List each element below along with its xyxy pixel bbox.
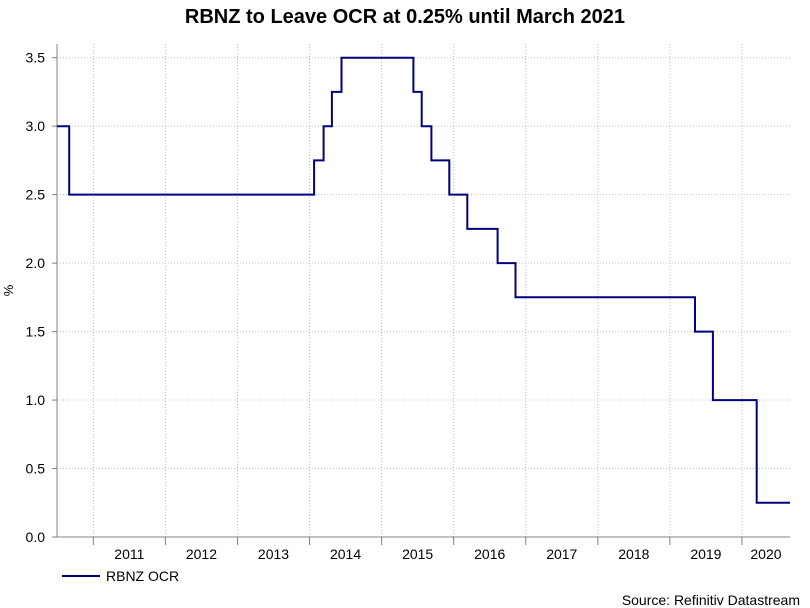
y-tick-label: 2.0	[26, 255, 46, 271]
series-line-rbnz-ocr	[57, 56, 790, 504]
y-tick-label: 3.5	[26, 50, 46, 66]
legend: RBNZ OCR	[62, 568, 179, 584]
x-tick-label: 2015	[402, 546, 433, 562]
y-axis-label: %	[1, 284, 16, 296]
legend-swatch	[62, 575, 100, 577]
x-tick-label: 2018	[618, 546, 649, 562]
x-tick-label: 2020	[750, 546, 781, 562]
y-tick-label: 3.0	[26, 118, 46, 134]
y-tick-label: 0.0	[26, 529, 46, 545]
chart-title: RBNZ to Leave OCR at 0.25% until March 2…	[184, 6, 626, 28]
y-tick-label: 1.5	[26, 324, 46, 340]
x-tick-label: 2013	[258, 546, 289, 562]
source-note: Source: Refinitiv Datastream	[621, 592, 800, 608]
x-tick-label: 2016	[474, 546, 505, 562]
y-tick-label: 2.5	[26, 187, 46, 203]
x-tick-label: 2014	[330, 546, 361, 562]
x-tick-label: 2011	[114, 546, 144, 562]
x-tick-label: 2017	[546, 546, 577, 562]
x-tick-label: 2019	[690, 546, 721, 562]
x-tick-label: 2012	[186, 546, 217, 562]
y-tick-label: 1.0	[26, 392, 46, 408]
legend-label: RBNZ OCR	[106, 568, 180, 584]
y-tick-label: 0.5	[26, 461, 46, 477]
